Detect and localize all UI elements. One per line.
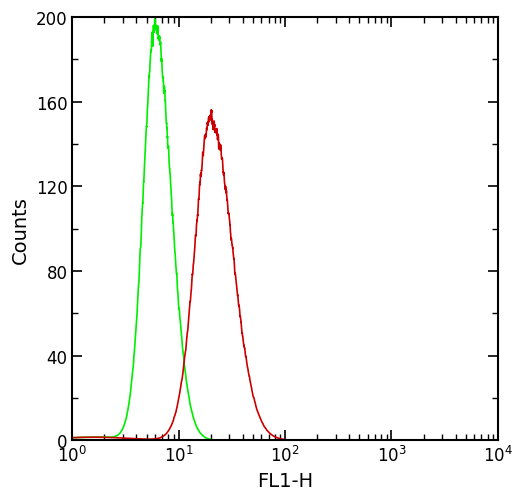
Y-axis label: Counts: Counts bbox=[11, 195, 30, 263]
X-axis label: FL1-H: FL1-H bbox=[257, 471, 313, 490]
